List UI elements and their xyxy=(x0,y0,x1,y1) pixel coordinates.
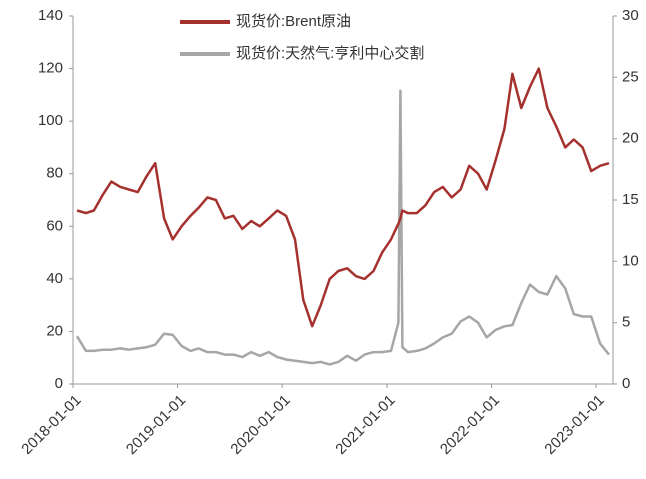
x-tick-label: 2018-01-01 xyxy=(18,392,84,458)
series-line xyxy=(76,67,610,328)
x-tick-label: 2022-01-01 xyxy=(437,392,503,458)
x-tick-label: 2021-01-01 xyxy=(332,392,398,458)
y2-tick-label: 30 xyxy=(622,7,639,24)
y2-tick-label: 0 xyxy=(622,375,630,392)
y-tick-label: 20 xyxy=(46,322,63,339)
legend-label: 现货价:Brent原油 xyxy=(236,13,351,30)
x-tick-label: 2023-01-01 xyxy=(541,392,607,458)
y-tick-label: 40 xyxy=(46,270,63,287)
legend-label: 现货价:天然气:亨利中心交割 xyxy=(236,44,424,62)
y2-tick-label: 5 xyxy=(622,314,630,331)
y-tick-label: 0 xyxy=(55,375,63,392)
x-tick-label: 2019-01-01 xyxy=(123,392,189,458)
y2-tick-label: 10 xyxy=(622,252,639,269)
x-tick-label: 2020-01-01 xyxy=(227,392,293,458)
y-tick-label: 60 xyxy=(46,217,63,234)
series-line xyxy=(75,89,610,366)
y-tick-label: 140 xyxy=(38,7,63,24)
y2-tick-label: 15 xyxy=(622,191,639,208)
y-tick-label: 100 xyxy=(38,112,63,129)
y-tick-label: 80 xyxy=(46,165,63,182)
y2-tick-label: 20 xyxy=(622,130,639,147)
y-tick-label: 120 xyxy=(38,60,63,77)
y2-tick-label: 25 xyxy=(622,68,639,85)
